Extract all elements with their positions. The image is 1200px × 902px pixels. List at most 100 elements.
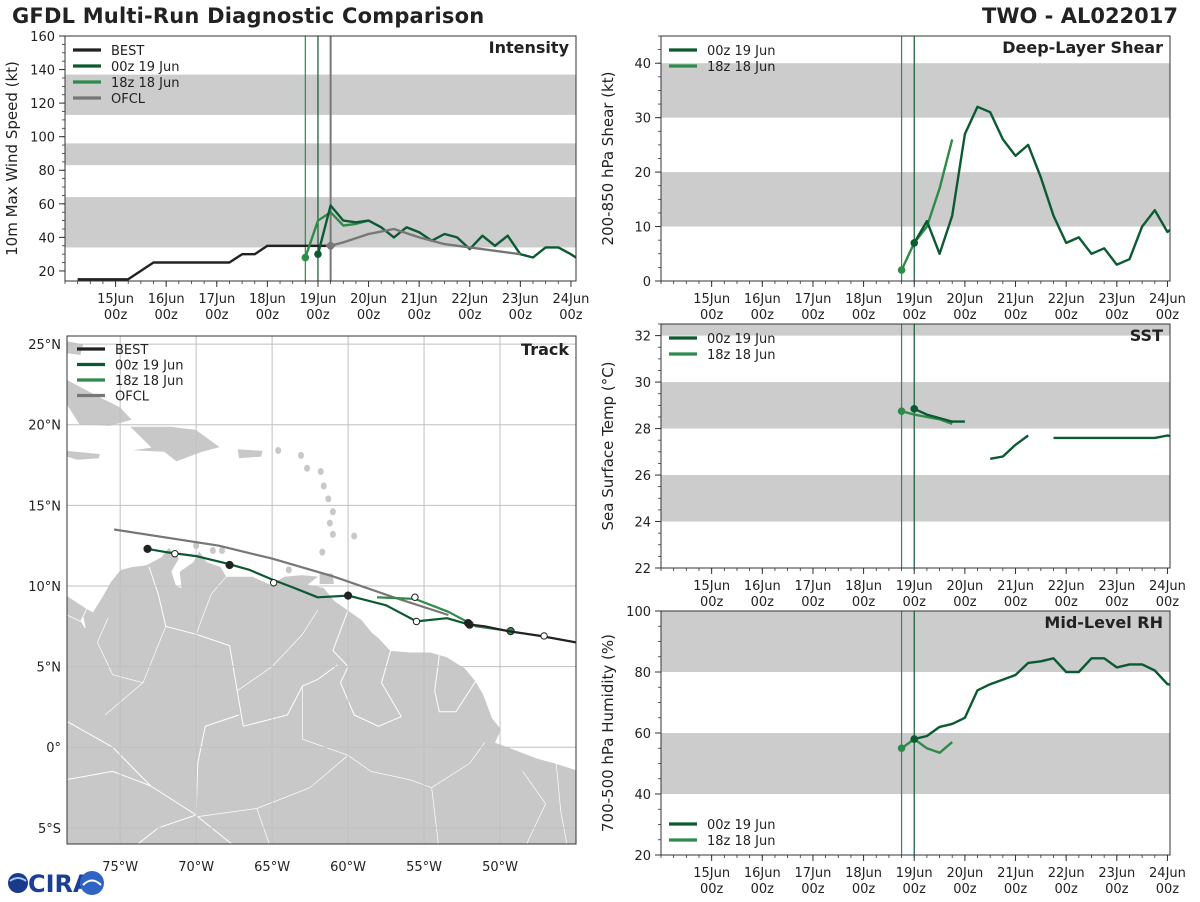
track-marker-00z-19-jun	[270, 580, 276, 586]
y-tick-label: 20	[38, 265, 55, 280]
x-tick-hour-label: 00z	[903, 882, 927, 897]
x-tick-hour-label: 00z	[953, 308, 977, 323]
x-tick-hour-label: 00z	[1054, 882, 1078, 897]
y-axis-label: 10m Max Wind Speed (kt)	[3, 61, 21, 256]
small-island	[330, 531, 336, 538]
x-tick-hour-label: 00z	[1156, 882, 1180, 897]
small-island	[330, 508, 336, 515]
x-tick-day-label: 15Jun	[693, 292, 730, 307]
legend-label-run00: 00z 19 Jun	[707, 332, 776, 347]
latitude-label: 5°S	[38, 822, 61, 837]
track-marker-00z-19-jun	[144, 545, 151, 552]
legend-label-run00: 00z 19 Jun	[115, 359, 184, 374]
y-tick-label: 24	[634, 516, 651, 531]
x-tick-hour-label: 00z	[205, 308, 229, 323]
small-island	[325, 495, 331, 502]
longitude-label: 65°W	[254, 860, 290, 875]
small-island	[327, 520, 333, 527]
x-tick-hour-label: 00z	[751, 882, 775, 897]
x-tick-day-label: 20Jun	[946, 866, 983, 881]
start-marker-18z-18-jun	[898, 266, 906, 274]
start-marker-18z-18-jun	[898, 407, 906, 415]
latitude-label: 25°N	[28, 338, 61, 353]
x-tick-day-label: 22Jun	[451, 292, 488, 307]
x-tick-day-label: 20Jun	[350, 292, 387, 307]
x-tick-hour-label: 00z	[700, 308, 724, 323]
legend-label-ofcl: OFCL	[111, 92, 146, 107]
longitude-label: 50°W	[482, 860, 518, 875]
legend-label-ofcl: OFCL	[115, 390, 150, 405]
small-island	[275, 447, 281, 454]
x-tick-hour-label: 00z	[104, 308, 128, 323]
x-tick-hour-label: 00z	[700, 595, 724, 610]
start-marker-00z-19-jun	[910, 239, 918, 247]
track-marker-00z-19-jun	[344, 592, 351, 599]
x-tick-hour-label: 00z	[306, 308, 330, 323]
legend-label-best: BEST	[111, 44, 144, 59]
start-marker-18z-18-jun	[302, 254, 310, 262]
x-tick-hour-label: 00z	[852, 595, 876, 610]
x-tick-day-label: 16Jun	[148, 292, 185, 307]
track-marker-00z-19-jun	[172, 551, 178, 557]
latitude-label: 0°	[46, 741, 61, 756]
y-tick-label: 100	[30, 131, 55, 146]
x-tick-day-label: 21Jun	[997, 579, 1034, 594]
x-tick-day-label: 21Jun	[997, 866, 1034, 881]
panel-title: SST	[1130, 326, 1163, 345]
x-tick-hour-label: 00z	[953, 595, 977, 610]
y-tick-label: 26	[634, 469, 651, 484]
y-tick-label: 60	[38, 198, 55, 213]
map-layer	[67, 336, 576, 852]
x-tick-hour-label: 00z	[1054, 595, 1078, 610]
island-puerto-rico	[237, 449, 263, 459]
x-tick-hour-label: 00z	[852, 308, 876, 323]
x-tick-day-label: 15Jun	[693, 866, 730, 881]
x-tick-hour-label: 00z	[1156, 308, 1180, 323]
cira-logo: CIRA	[4, 866, 108, 898]
x-tick-day-label: 23Jun	[502, 292, 539, 307]
legend-label-run00: 00z 19 Jun	[111, 60, 180, 75]
latitude-label: 5°N	[37, 661, 62, 676]
legend-label-run00: 00z 19 Jun	[707, 44, 776, 59]
x-tick-hour-label: 00z	[1004, 595, 1028, 610]
x-tick-day-label: 22Jun	[1048, 579, 1085, 594]
x-tick-hour-label: 00z	[751, 308, 775, 323]
x-tick-day-label: 21Jun	[401, 292, 438, 307]
x-tick-hour-label: 00z	[458, 308, 482, 323]
legend-label-run18: 18z 18 Jun	[115, 374, 184, 389]
y-tick-label: 40	[38, 231, 55, 246]
x-tick-day-label: 18Jun	[845, 866, 882, 881]
panel-title: Track	[521, 340, 569, 359]
x-tick-day-label: 18Jun	[249, 292, 286, 307]
x-tick-hour-label: 00z	[700, 882, 724, 897]
y-tick-label: 28	[634, 423, 651, 438]
legend-label-run18: 18z 18 Jun	[707, 348, 776, 363]
longitude-label: 70°W	[178, 860, 214, 875]
small-island	[319, 549, 325, 556]
x-tick-day-label: 24Jun	[1149, 292, 1186, 307]
x-tick-hour-label: 00z	[509, 308, 533, 323]
x-tick-day-label: 21Jun	[997, 292, 1034, 307]
x-tick-day-label: 19Jun	[896, 292, 933, 307]
x-tick-hour-label: 00z	[559, 308, 583, 323]
panel-title: Intensity	[489, 38, 570, 57]
x-tick-hour-label: 00z	[903, 595, 927, 610]
x-tick-hour-label: 00z	[1105, 882, 1129, 897]
x-tick-hour-label: 00z	[1004, 308, 1028, 323]
latitude-label: 20°N	[28, 419, 61, 434]
x-tick-day-label: 16Jun	[744, 866, 781, 881]
start-marker-00z-19-jun	[314, 250, 322, 258]
latitude-label: 10°N	[28, 580, 61, 595]
start-marker-18z-18-jun	[898, 744, 906, 752]
x-tick-day-label: 19Jun	[300, 292, 337, 307]
x-tick-day-label: 18Jun	[845, 292, 882, 307]
x-tick-day-label: 22Jun	[1048, 866, 1085, 881]
x-tick-day-label: 24Jun	[1149, 579, 1186, 594]
x-tick-day-label: 20Jun	[946, 292, 983, 307]
x-tick-day-label: 23Jun	[1098, 292, 1135, 307]
legend-label-run18: 18z 18 Jun	[707, 834, 776, 849]
y-tick-label: 40	[634, 788, 651, 803]
